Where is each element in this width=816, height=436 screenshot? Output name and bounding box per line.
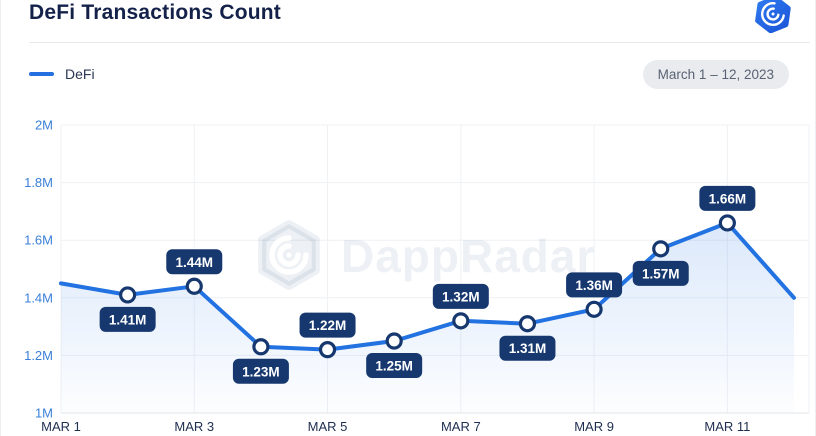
data-point-marker[interactable] bbox=[185, 277, 203, 295]
data-point-marker[interactable] bbox=[252, 338, 270, 356]
point-value-label-box bbox=[232, 358, 289, 384]
point-value-label-box bbox=[166, 249, 223, 275]
data-point-marker[interactable] bbox=[318, 341, 337, 359]
dappradar-watermark: DappRadar bbox=[258, 220, 595, 290]
data-point-marker[interactable] bbox=[718, 214, 736, 232]
defi-series-line bbox=[59, 220, 796, 352]
point-value-label-box bbox=[99, 306, 156, 332]
point-value-label: 1.36M bbox=[575, 278, 613, 293]
legend-line-swatch bbox=[29, 72, 54, 76]
y-axis-tick-label: 2M bbox=[35, 118, 53, 133]
defi-line-chart: DappRadar 1.41M 1.44M 1.23M 1.22M 1.25M 1.32M 1… bbox=[24, 118, 810, 434]
data-point-marker[interactable] bbox=[585, 300, 603, 318]
legend-defi[interactable]: DeFi bbox=[29, 66, 95, 82]
x-axis-tick-label: MAR 5 bbox=[308, 419, 348, 434]
data-point-marker[interactable] bbox=[385, 332, 403, 350]
y-axis-tick-label: 1.6M bbox=[24, 233, 53, 248]
point-value-label: 1.57M bbox=[642, 266, 680, 281]
point-value-label-box bbox=[499, 335, 556, 361]
point-value-label: 1.44M bbox=[176, 255, 214, 270]
point-value-label: 1.41M bbox=[109, 312, 147, 327]
x-axis-tick-label: MAR 7 bbox=[441, 419, 481, 434]
y-axis-tick-label: 1.8M bbox=[24, 175, 53, 190]
date-range-pill[interactable]: March 1 – 12, 2023 bbox=[642, 60, 789, 89]
point-value-label: 1.32M bbox=[442, 289, 480, 304]
watermark-text: DappRadar bbox=[341, 230, 595, 282]
point-value-label-box bbox=[299, 312, 356, 338]
legend-label: DeFi bbox=[65, 66, 95, 82]
x-axis-tick-label: MAR 9 bbox=[574, 419, 614, 434]
point-value-label-box bbox=[699, 185, 756, 211]
point-value-label: 1.22M bbox=[309, 318, 347, 333]
point-value-label-box bbox=[632, 260, 689, 286]
x-axis-tick-label: MAR 11 bbox=[704, 419, 750, 434]
header-divider bbox=[29, 42, 810, 43]
point-value-label: 1.66M bbox=[709, 191, 747, 206]
y-axis-tick-label: 1M bbox=[35, 406, 53, 421]
point-value-label-box bbox=[432, 283, 489, 309]
x-axis-tick-label: MAR 3 bbox=[174, 419, 214, 434]
y-axis-tick-label: 1.4M bbox=[24, 290, 53, 305]
point-value-label-box bbox=[366, 353, 423, 378]
data-point-marker[interactable] bbox=[452, 312, 470, 330]
data-point-marker[interactable] bbox=[518, 315, 537, 333]
data-point-marker[interactable] bbox=[652, 240, 670, 258]
page-title: DeFi Transactions Count bbox=[29, 1, 281, 24]
y-axis-tick-label: 1.2M bbox=[24, 348, 53, 363]
point-value-label: 1.23M bbox=[242, 364, 280, 379]
data-point-marker[interactable] bbox=[119, 286, 137, 304]
x-axis-tick-label: MAR 1 bbox=[41, 419, 81, 434]
point-value-label: 1.31M bbox=[509, 341, 547, 356]
point-value-label: 1.25M bbox=[375, 359, 413, 374]
point-value-label-box bbox=[566, 272, 623, 298]
dappradar-logo-icon[interactable] bbox=[754, 0, 792, 33]
